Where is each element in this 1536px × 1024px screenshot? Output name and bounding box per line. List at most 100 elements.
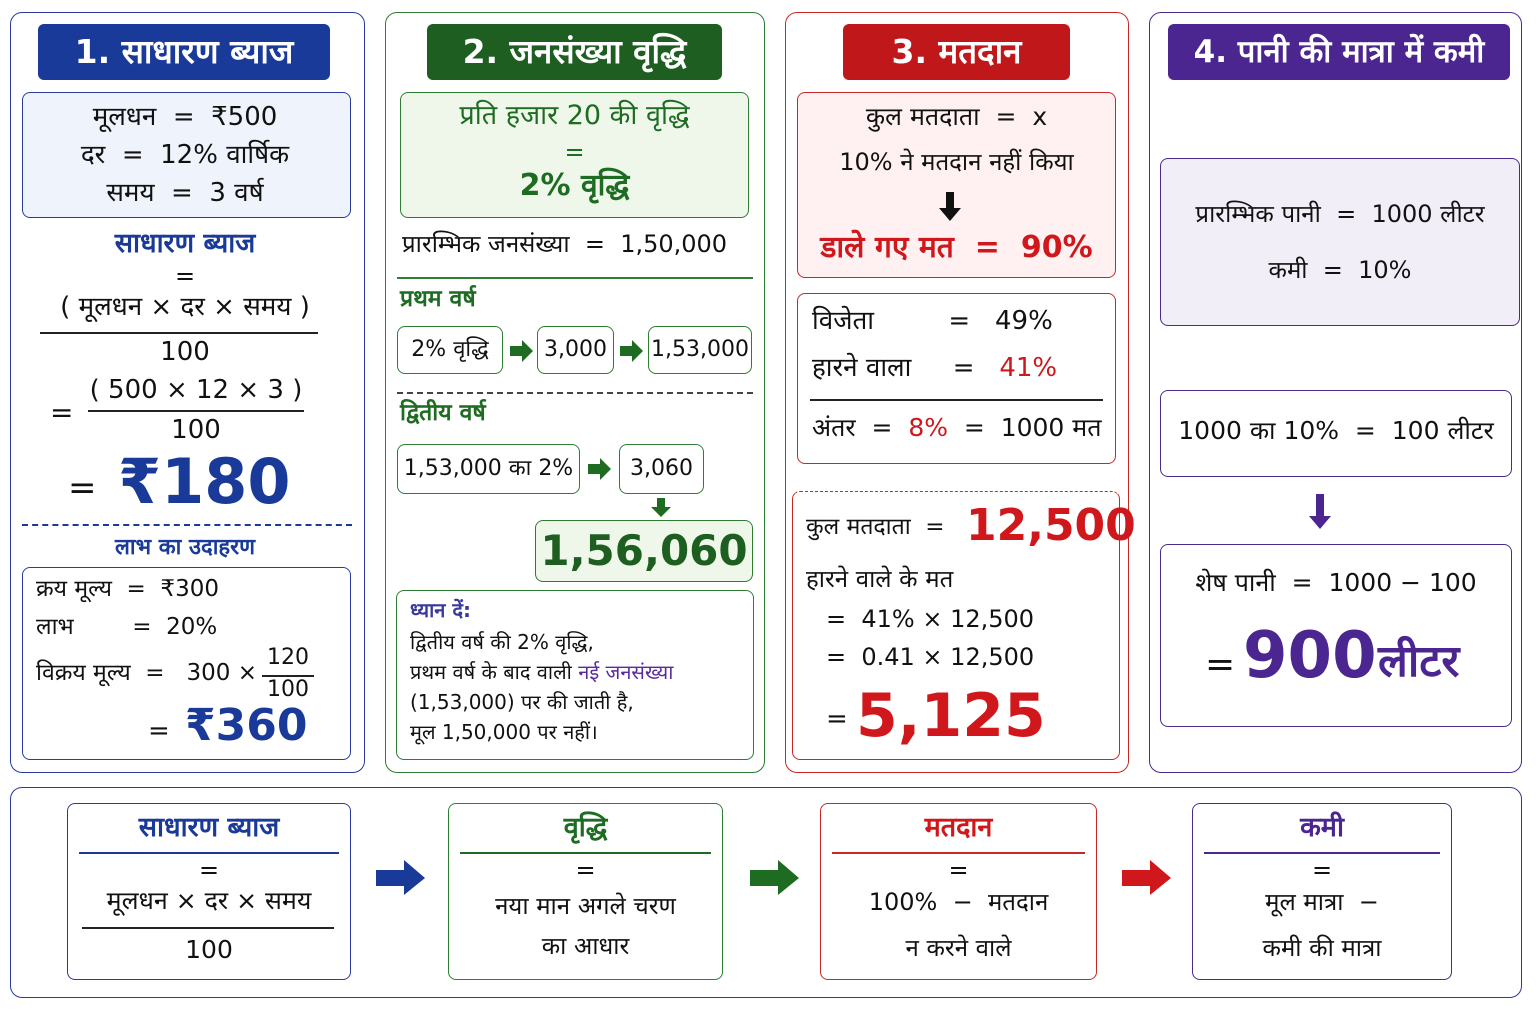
equals: = (148, 716, 170, 746)
result-box (797, 293, 1116, 464)
not-voted: 10% ने मतदान नहीं किया (839, 148, 1074, 176)
initial-population: प्रारम्भिक जनसंख्या = 1,50,000 (402, 230, 728, 258)
voting-box (797, 92, 1116, 278)
step-box: 1,53,000 का 2% (397, 444, 580, 494)
equals: = (948, 856, 969, 884)
summary-box (448, 803, 723, 980)
arrow (588, 458, 611, 480)
year-title: द्वितीय वर्ष (400, 400, 486, 426)
equals: = (1205, 644, 1236, 685)
summary-box (1192, 803, 1452, 980)
fraction-line (82, 927, 334, 929)
equals: = (68, 468, 97, 508)
example-line: क्रय मूल्य = ₹300 (36, 576, 219, 602)
result: ₹180 (118, 445, 291, 518)
summary-box (67, 803, 351, 980)
note-line: मूल 1,50,000 पर नहीं। (410, 720, 598, 744)
votes-cast: डाले गए मत = 90% (820, 230, 1093, 265)
diff-label: अंतर = (812, 413, 909, 442)
equals: = (174, 262, 196, 290)
note-line: द्वितीय वर्ष की 2% वृद्धि, (410, 630, 594, 654)
fraction-line (40, 332, 318, 334)
sp-numerator: 120 (267, 645, 309, 670)
summary-line: कमी की मात्रा (1262, 934, 1382, 962)
formula-numerator: ( मूलधन × दर × समय ) (60, 292, 310, 322)
divider (832, 852, 1085, 854)
fraction-line (88, 410, 304, 412)
panel-title: 3. मतदान (843, 24, 1070, 80)
step-box: 2% वृद्धि (397, 326, 503, 374)
note-box (396, 590, 754, 760)
arrow (651, 498, 671, 517)
water-unit: लीटर (1378, 636, 1460, 687)
given-line: दर = 12% वार्षिक (80, 140, 290, 170)
step-box: 3,000 (537, 326, 614, 374)
divider (397, 392, 753, 394)
panel-title: 2. जनसंख्या वृद्धि (427, 24, 722, 80)
decrease: कमी = 10% (1268, 256, 1412, 284)
water-result: 900 (1243, 619, 1377, 693)
note-highlight: नई जनसंख्या (578, 660, 674, 684)
equals: = (575, 856, 596, 884)
panel-simple-interest (10, 12, 365, 773)
summary-panel (10, 787, 1522, 998)
total-voters: कुल मतदाता = x (865, 102, 1048, 131)
note-title: ध्यान दें: (410, 598, 471, 622)
year-title: प्रथम वर्ष (400, 286, 476, 312)
result-box (1160, 544, 1512, 727)
rate-box (400, 92, 749, 218)
calc-step: = 0.41 × 12,500 (826, 643, 1035, 671)
arrow (620, 340, 643, 362)
summary-title: कमी (1300, 812, 1344, 843)
divider (1204, 852, 1440, 854)
arrow (1309, 494, 1331, 529)
summary-line: मूल मात्रा − (1265, 888, 1379, 916)
water-box (1160, 158, 1520, 326)
difference: अंतर = 8% = 1000 मत (812, 413, 1102, 443)
summary-box (820, 803, 1097, 980)
summary-line: न करने वाले (905, 934, 1012, 962)
step-box: 1,53,000 (648, 326, 752, 374)
arrow (939, 192, 961, 221)
panel-water (1149, 12, 1522, 773)
example-box (22, 567, 351, 760)
note-text: प्रथम वर्ष के बाद वाली (410, 660, 579, 684)
diff-value: 8% (908, 413, 948, 442)
panel-title: 4. पानी की मात्रा में कमी (1168, 24, 1510, 80)
equals: = (826, 704, 848, 734)
summary-title: मतदान (924, 812, 993, 843)
calc-step: = 41% × 12,500 (826, 605, 1035, 633)
example-line: लाभ = 20% (36, 614, 218, 640)
sp-label: विक्रय मूल्य = 300 × (36, 660, 257, 686)
winner: विजेता = 49% (812, 306, 1053, 336)
summary-line: नया मान अगले चरण (495, 892, 676, 920)
summary-line: मूलधन × दर × समय (106, 886, 312, 915)
arrow (750, 860, 799, 895)
given-line: समय = 3 वर्ष (106, 178, 264, 208)
water-calc: 1000 का 10% = 100 लीटर (1178, 416, 1494, 445)
panel-voting (785, 12, 1129, 773)
calc-numerator: ( 500 × 12 × 3 ) (89, 375, 303, 405)
voting-result: 5,125 (856, 681, 1046, 751)
summary-line: 100 (185, 935, 233, 964)
equals: = (50, 396, 74, 429)
given-box (22, 92, 351, 218)
note-line: (1,53,000) पर की जाती है, (410, 690, 634, 714)
loser-votes-label: हारने वाले के मत (806, 565, 954, 593)
summary-title: साधारण ब्याज (138, 812, 280, 843)
divider (79, 852, 339, 854)
fraction-line (262, 675, 314, 677)
formula-denominator: 100 (160, 337, 210, 367)
remaining: शेष पानी = 1000 − 100 (1195, 568, 1477, 597)
loser-label: हारने वाला = (812, 353, 1000, 383)
equals: = (564, 138, 585, 166)
divider (22, 524, 352, 526)
calc-denominator: 100 (171, 415, 221, 445)
loser-value: 41% (999, 353, 1058, 383)
diff-rest: = 1000 मत (947, 413, 1102, 442)
equals: = (198, 856, 220, 884)
arrow (376, 860, 425, 895)
panel-population (385, 12, 765, 773)
formula-label: साधारण ब्याज (114, 228, 256, 259)
